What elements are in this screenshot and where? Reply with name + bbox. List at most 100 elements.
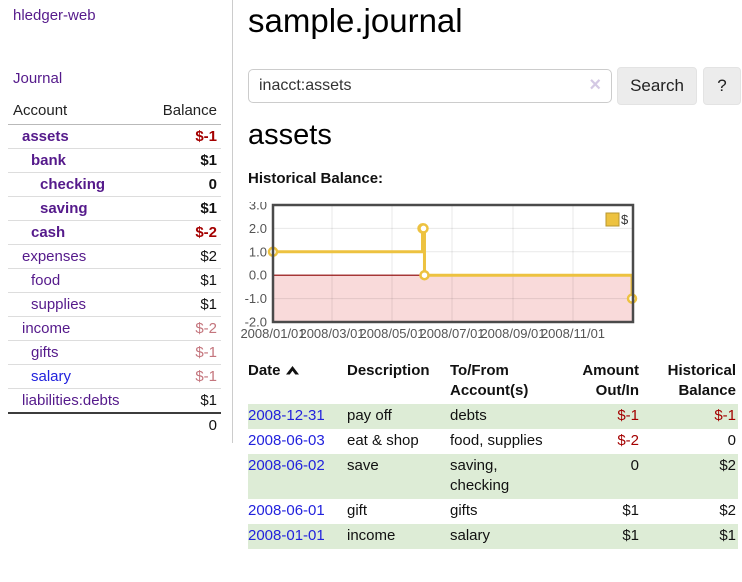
transaction-accounts: saving, checking: [450, 457, 510, 494]
transaction-row: 2008-06-02 save saving, checking 0 $2: [248, 454, 738, 499]
account-row-salary: salary $-1: [8, 364, 221, 389]
transaction-balance: $-1: [714, 407, 736, 424]
account-link-checking[interactable]: checking: [40, 176, 106, 193]
y-axis-tick-label: -2.0: [245, 315, 267, 330]
page-title: sample.journal: [248, 2, 463, 39]
account-balance: $2: [145, 244, 221, 269]
account-row-gifts: gifts $-1: [8, 340, 221, 365]
register-header-amount[interactable]: Amount Out/In: [582, 362, 639, 399]
account-link-supplies[interactable]: supplies: [31, 296, 87, 313]
x-axis-tick-label: 2008/05/01: [359, 326, 424, 341]
historical-balance-chart[interactable]: 3.0 2.0 1.0 0.0 -1.0 -2.02008/01/012008/03/01…: [239, 202, 649, 344]
legend-swatch: [605, 212, 620, 227]
register-header-description[interactable]: Description: [347, 362, 430, 379]
accounts-header-account: Account: [8, 100, 146, 125]
x-axis-tick-label: 2008/07/01: [419, 326, 484, 341]
register-header-date[interactable]: Date: [248, 358, 347, 404]
account-link-expenses[interactable]: expenses: [22, 248, 87, 265]
account-row-food: food $1: [8, 268, 221, 293]
account-link-liabilities-debts[interactable]: liabilities:debts: [22, 392, 120, 409]
account-row-checking: checking 0: [8, 172, 221, 197]
transaction-description: pay off: [347, 407, 392, 424]
plot-border: [271, 203, 635, 324]
sidebar-item-journal[interactable]: Journal: [13, 70, 63, 87]
y-axis-tick-label: 1.0: [249, 244, 267, 259]
account-balance: 0: [145, 172, 221, 197]
account-link-income[interactable]: income: [22, 320, 71, 337]
account-row-cash: cash $-2: [8, 220, 221, 245]
account-link-saving[interactable]: saving: [40, 200, 88, 217]
account-balance: $-2: [145, 316, 221, 341]
account-balance: $1: [145, 196, 221, 221]
sidebar: hledger-web Journal Account Balance asse…: [0, 0, 233, 443]
transaction-description: save: [347, 457, 379, 474]
transaction-date-link[interactable]: 2008-01-01: [248, 527, 325, 544]
account-link-salary[interactable]: salary: [31, 368, 72, 385]
transaction-accounts: gifts: [450, 502, 478, 519]
account-row-saving: saving $1: [8, 196, 221, 221]
account-balance: $-1: [145, 340, 221, 365]
account-row-income: income $-2: [8, 316, 221, 341]
transaction-row: 2008-12-31 pay off debts $-1 $-1: [248, 404, 738, 429]
account-row-liabilities-debts: liabilities:debts $1: [8, 388, 221, 413]
transaction-accounts: salary: [450, 527, 491, 544]
transaction-date-link[interactable]: 2008-06-02: [248, 457, 325, 474]
account-balance: $1: [145, 148, 221, 173]
transaction-amount: 0: [630, 457, 639, 474]
transaction-row: 2008-06-01 gift gifts $1 $2: [248, 499, 738, 524]
register-header-balance[interactable]: Historical Balance: [667, 362, 736, 399]
account-balance: $1: [145, 268, 221, 293]
accounts-total-row: 0: [8, 412, 221, 437]
y-axis-tick-label: 2.0: [249, 221, 267, 236]
account-balance: $-1: [195, 128, 217, 145]
transaction-description: eat & shop: [347, 432, 419, 449]
x-axis-tick-label: 2008/01/01: [240, 326, 305, 341]
accounts-total-value: 0: [145, 412, 221, 437]
register-header-row: Date Description To/From Account(s) Amou…: [248, 358, 738, 404]
chart-title-label: Historical Balance:: [248, 170, 384, 187]
negative-region: [273, 275, 633, 322]
account-link-cash[interactable]: cash: [31, 224, 66, 241]
account-balance: $1: [145, 292, 221, 317]
search-input[interactable]: [248, 69, 612, 103]
transaction-amount: $-2: [617, 432, 639, 449]
transaction-amount: $1: [622, 527, 639, 544]
transaction-description: gift: [347, 502, 368, 519]
account-balance: $-2: [145, 220, 221, 245]
y-axis-tick-label: -1.0: [245, 291, 267, 306]
transaction-balance: $1: [719, 527, 736, 544]
search-button[interactable]: Search: [617, 67, 697, 105]
account-row-bank: bank $1: [8, 148, 221, 173]
y-axis-tick-label: 0.0: [249, 268, 267, 283]
transaction-balance: $2: [719, 502, 736, 519]
account-balance: $-1: [145, 364, 221, 389]
account-link-gifts[interactable]: gifts: [31, 344, 59, 361]
account-link-bank[interactable]: bank: [31, 152, 67, 169]
accounts-header-balance: Balance: [145, 100, 221, 125]
legend-label: $: [621, 212, 629, 227]
account-balance: $1: [145, 388, 221, 413]
x-axis-tick-label: 2008/03/01: [299, 326, 364, 341]
transaction-date-link[interactable]: 2008-06-03: [248, 432, 325, 449]
y-axis-tick-label: 3.0: [249, 202, 267, 213]
transaction-amount: $-1: [617, 407, 639, 424]
app-title-link[interactable]: hledger-web: [13, 7, 96, 24]
search-form: × Search ?: [248, 67, 742, 105]
transaction-row: 2008-01-01 income salary $1 $1: [248, 524, 738, 549]
transaction-date-link[interactable]: 2008-06-01: [248, 502, 325, 519]
x-axis-tick-label: 2008/11/01: [541, 326, 605, 341]
transaction-row: 2008-06-03 eat & shop food, supplies $-2…: [248, 429, 738, 454]
data-point-marker: [418, 223, 429, 234]
account-link-assets[interactable]: assets: [22, 128, 69, 145]
transaction-amount: $1: [622, 502, 639, 519]
clear-search-icon[interactable]: ×: [589, 74, 601, 96]
transaction-accounts: debts: [450, 407, 487, 424]
transaction-balance: 0: [727, 432, 736, 449]
account-link-food[interactable]: food: [31, 272, 61, 289]
sort-ascending-icon: [285, 366, 299, 375]
register-header-accounts[interactable]: To/From Account(s): [450, 362, 529, 399]
help-button[interactable]: ?: [703, 67, 741, 105]
transaction-date-link[interactable]: 2008-12-31: [248, 407, 325, 424]
data-point-marker: [419, 269, 430, 281]
